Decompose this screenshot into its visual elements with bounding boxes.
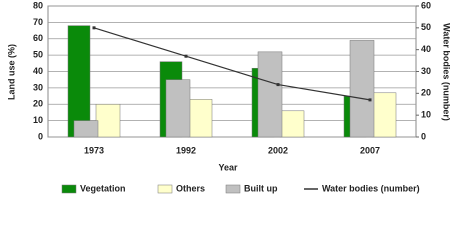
bar [187,99,213,138]
bar [165,79,191,138]
bar [257,51,283,138]
bar [95,104,121,138]
x-tick-label: 2007 [360,145,380,155]
line-marker [184,54,188,58]
y2-tick-label: 0 [421,131,426,141]
legend-label: Built up [244,183,278,193]
line-marker [368,98,372,102]
y2-tick-label: 30 [421,66,431,76]
y2-axis-title: Water bodies (number) [442,23,452,121]
y2-tick-label: 50 [421,22,431,32]
y2-tick-label: 40 [421,44,431,54]
line-marker [276,83,280,87]
legend-swatch [61,184,77,194]
legend-swatch [225,184,241,194]
bar [67,25,91,138]
y2-tick-label: 10 [421,110,431,120]
x-tick-label: 2002 [268,145,288,155]
bar [371,92,397,138]
legend-label: Others [176,183,205,193]
x-axis-title: Year [218,162,238,172]
bar [279,110,305,138]
y-tick-label: 60 [33,33,43,43]
bar [349,40,375,138]
legend-swatch [157,184,173,194]
y2-tick-label: 60 [421,0,431,10]
y-tick-label: 10 [33,115,43,125]
y-tick-label: 80 [33,0,43,10]
x-tick-label: 1992 [176,145,196,155]
line-marker [92,26,96,30]
y-tick-label: 20 [33,99,43,109]
y-tick-label: 40 [33,66,43,76]
chart: Year Land use (%) Water bodies (number) … [6,0,452,194]
x-tick-label: 1973 [84,145,104,155]
legend-label: Water bodies (number) [322,183,420,193]
y-tick-label: 0 [38,131,43,141]
line [93,27,371,101]
y-tick-label: 30 [33,82,43,92]
y-tick-label: 50 [33,50,43,60]
legend-label: Vegetation [80,183,126,193]
bar [73,120,99,138]
y-axis-title: Land use (%) [6,44,16,100]
y2-tick-label: 20 [421,88,431,98]
y-tick-label: 70 [33,17,43,27]
